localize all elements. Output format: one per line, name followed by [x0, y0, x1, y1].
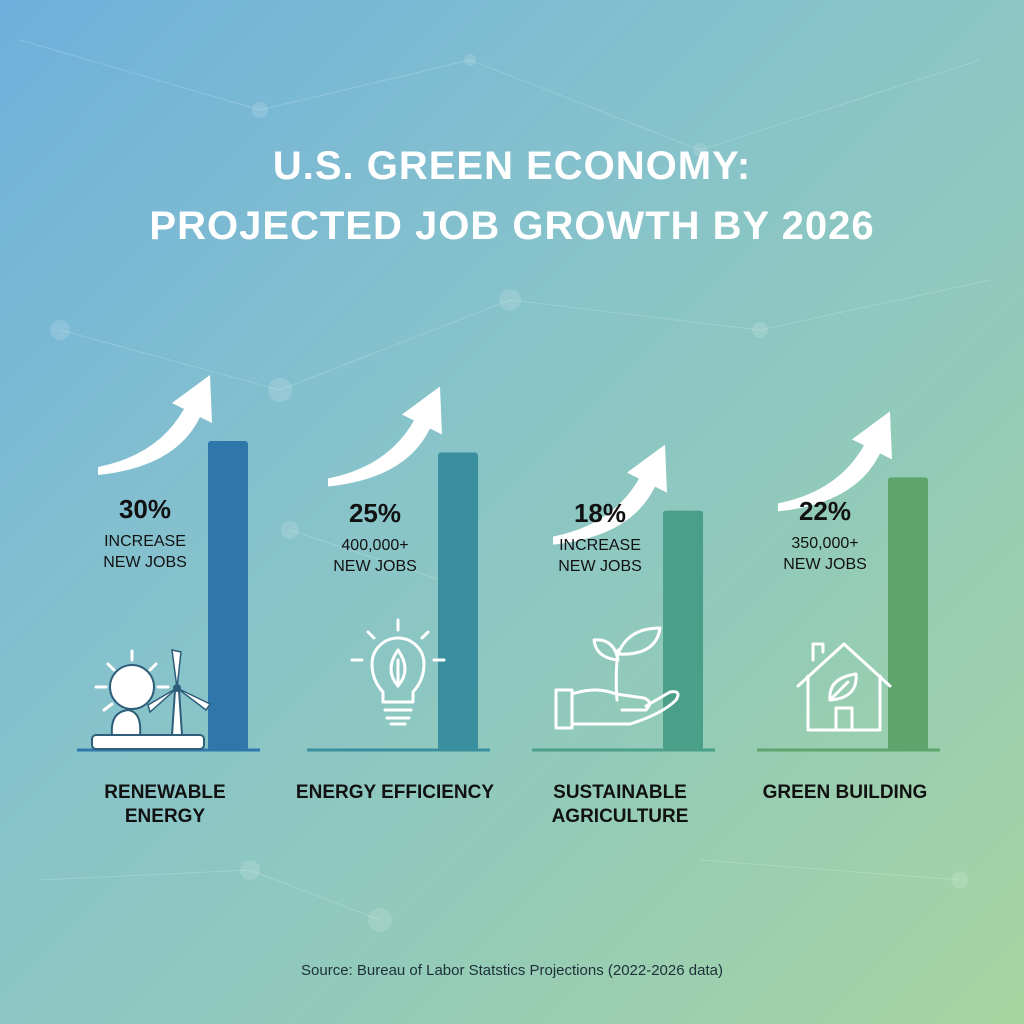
category-label-2-1: ENERGY EFFICIENCY [296, 782, 494, 803]
bar-2 [438, 452, 478, 750]
sub-label-4-1: 350,000+ [791, 535, 858, 552]
value-label-4: 22% [799, 496, 851, 526]
growth-arrow-icon [778, 411, 892, 512]
lightbulb-leaf-icon [350, 618, 446, 726]
value-label-2: 25% [349, 498, 401, 528]
category-label-1-1: RENEWABLE [104, 782, 225, 803]
sub-label-1-1: INCREASE [104, 533, 186, 550]
bar-4 [888, 477, 928, 750]
sub-label-3-2: NEW JOBS [558, 558, 642, 575]
value-label-1: 30% [119, 494, 171, 524]
sub-label-1-2: NEW JOBS [103, 554, 187, 571]
source-note: Source: Bureau of Labor Statstics Projec… [301, 962, 723, 979]
sub-label-2-1: 400,000+ [341, 537, 408, 554]
sub-label-4-2: NEW JOBS [783, 556, 867, 573]
chart-title-line-2: PROJECTED JOB GROWTH BY 2026 [149, 204, 875, 248]
category-label-4-1: GREEN BUILDING [763, 782, 928, 803]
chart-title: U.S. GREEN ECONOMY: PROJECTED JOB GROWTH… [0, 136, 1024, 256]
category-label-1-2: ENERGY [125, 806, 206, 827]
value-label-3: 18% [574, 498, 626, 528]
growth-arrow-icon [328, 386, 442, 487]
sun-wind-turbine-icon [91, 649, 212, 750]
growth-arrow-icon [98, 375, 212, 475]
bar-group-1: 30% INCREASE NEW JOBS RENEWABLE ENERGY [77, 375, 260, 827]
chart-title-line-1: U.S. GREEN ECONOMY: [272, 144, 752, 188]
bar-group-2: 25% 400,000+ NEW JOBS ENERGY EFFICIENCY [296, 386, 494, 803]
category-label-3-2: AGRICULTURE [552, 806, 689, 827]
category-label-3-1: SUSTAINABLE [553, 782, 687, 803]
bar-3 [663, 510, 703, 750]
growth-arrow-icon [553, 444, 667, 545]
bar-1 [208, 441, 248, 750]
hand-sprout-icon [554, 626, 680, 730]
sub-label-3-1: INCREASE [559, 537, 641, 554]
bar-group-4: 22% 350,000+ NEW JOBS GREEN BUILDING [757, 411, 940, 803]
bar-group-3: 18% INCREASE NEW JOBS SUSTAINABLE AGRICULTUR… [532, 444, 715, 827]
sub-label-2-2: NEW JOBS [333, 558, 417, 575]
house-leaf-icon [796, 642, 892, 732]
